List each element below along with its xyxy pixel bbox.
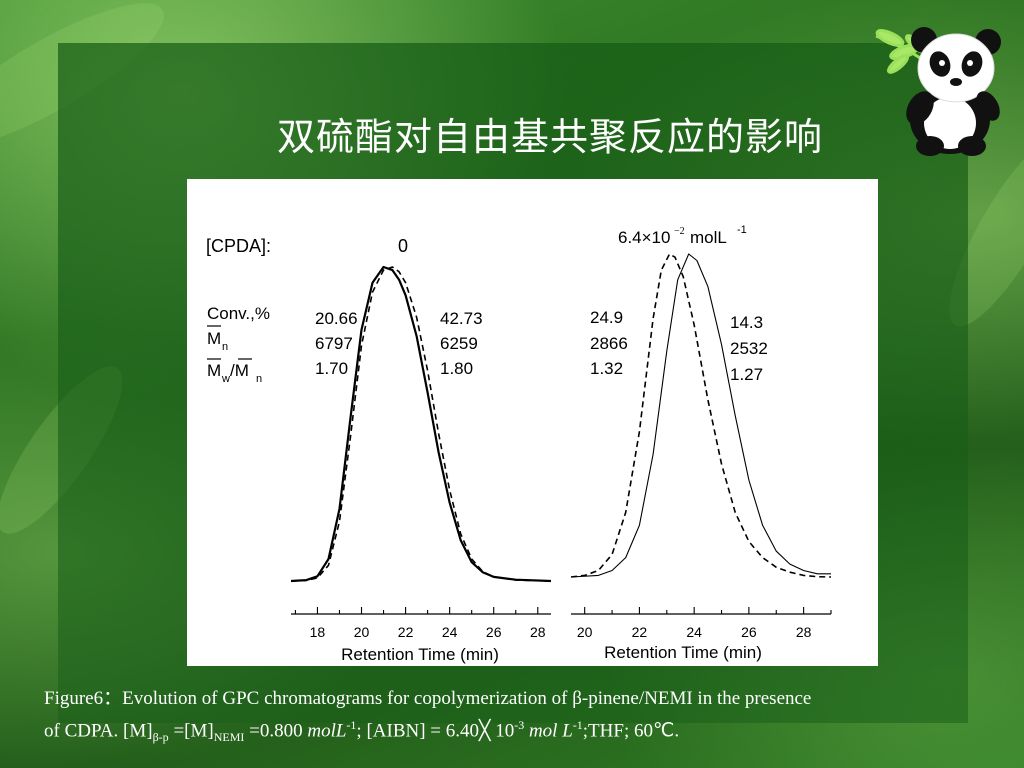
caption-subscript: NEMI [213,730,245,745]
x-tick-label: 18 [310,624,326,640]
stat-value: 2532 [730,339,768,358]
caption-superscript: -1 [346,718,357,732]
caption-text: =[M] [168,720,214,742]
right-condition-value: 6.4×10 [618,228,670,247]
right-solid-stats: 14.3 2532 1.27 [730,313,768,384]
stat-value: 20.66 [315,309,358,328]
right-condition-unit-exp: -1 [737,224,747,236]
stat-value: 1.80 [440,359,473,378]
x-tick-label: 20 [577,624,593,640]
stat-value: 1.70 [315,359,348,378]
row-label-conv: Conv.,% [207,304,270,323]
right-x-axis-label: Retention Time (min) [604,643,762,662]
row-label-mn-sub: n [222,341,228,353]
plot-layer: 18 20 22 24 26 28 20 22 24 26 28 [290,253,832,640]
x-tick-label: 22 [398,624,414,640]
row-label-mn-m: M [207,329,221,348]
caption-unit: molL [307,720,347,742]
stat-value: 6259 [440,334,478,353]
x-tick-label: 26 [486,624,502,640]
caption-line-1: Figure6：Evolution of GPC chromatograms f… [44,688,812,709]
stat-value: 14.3 [730,313,763,332]
caption-text: =0.800 [244,720,308,742]
x-tick-label: 28 [530,624,546,640]
right-dashed-stats: 24.9 2866 1.32 [590,308,628,378]
row-label-slash-m: /M [230,361,249,380]
gpc-chart: [CPDA]: 0 Conv.,% M n M w /M n 20.66 679… [206,224,832,664]
row-label-mn: M n [207,325,228,353]
caption-superscript: -1 [572,718,583,732]
figure-caption: Figure6：Evolution of GPC chromatograms f… [44,685,1004,751]
x-tick-label: 20 [354,624,370,640]
row-label-mw-sub: w [221,373,230,385]
stat-value: 2866 [590,334,628,353]
left-condition-label: [CPDA]: [206,236,271,256]
stat-value: 42.73 [440,309,483,328]
right-condition: 6.4×10 −2 molL -1 [618,224,747,247]
caption-text: ; [AIBN] = 6.40╳ 10 [356,720,515,742]
x-tick-label: 26 [741,624,757,640]
caption-line-2: of CDPA. [M]β-p =[M]NEMI =0.800 molL-1; … [44,712,1004,751]
dashed-series-line [570,253,832,578]
stat-value: 6797 [315,334,353,353]
panda-icon [875,27,1001,156]
solid-series-line [290,265,552,583]
caption-text: ;THF; 60℃. [582,720,680,742]
left-x-axis-label: Retention Time (min) [341,645,499,664]
caption-unit: mol L [528,720,573,742]
slide-title: 双硫酯对自由基共聚反应的影响 [276,115,823,159]
gpc-figure: [CPDA]: 0 Conv.,% M n M w /M n 20.66 679… [187,179,878,666]
x-tick-label: 28 [796,624,812,640]
caption-text: of CDPA. [M] [44,720,153,742]
left-dashed-stats: 20.66 6797 1.70 [315,309,358,378]
stat-value: 1.27 [730,365,763,384]
caption-superscript: -3 [514,718,525,732]
right-condition-unit: molL [690,228,727,247]
right-condition-exp: −2 [674,226,685,237]
x-tick-label: 24 [686,624,702,640]
left-solid-stats: 42.73 6259 1.80 [440,309,483,378]
caption-subscript: β-p [152,730,169,745]
stat-value: 24.9 [590,308,623,327]
left-condition-value: 0 [398,236,408,256]
row-label-mn2-sub: n [256,373,262,385]
x-tick-label: 24 [442,624,458,640]
row-label-pdi: M w /M n [207,358,262,385]
row-label-mw: M [207,361,221,380]
stat-value: 1.32 [590,359,623,378]
solid-series-line [570,253,831,578]
x-tick-label: 22 [632,624,648,640]
